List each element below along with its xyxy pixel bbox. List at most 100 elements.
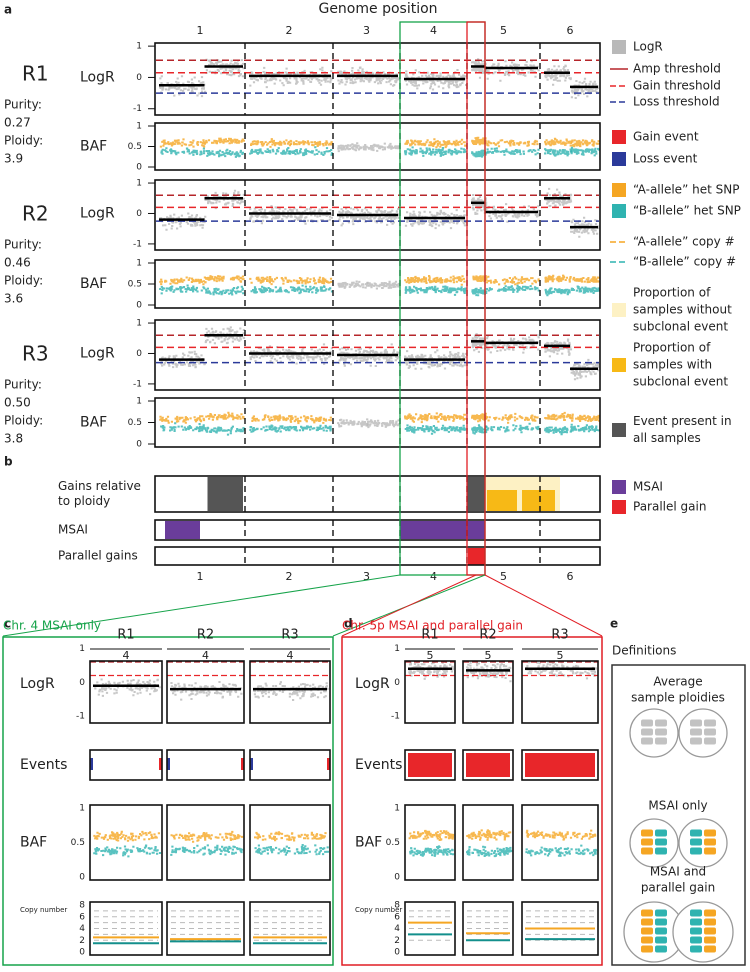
label: 0 xyxy=(79,948,85,958)
scatter-cloud xyxy=(472,275,488,283)
label: 3.6 xyxy=(4,292,23,306)
label: 8 xyxy=(394,901,400,911)
panel-frame xyxy=(154,519,601,541)
chromosome-icon xyxy=(704,847,716,855)
scatter-cloud xyxy=(289,424,332,432)
panel-frame xyxy=(521,804,599,881)
chromosome-icon xyxy=(690,838,702,846)
label: 0 xyxy=(394,948,400,958)
label: 6 xyxy=(567,570,574,583)
scatter-cloud xyxy=(466,829,512,841)
chromosome-icon xyxy=(690,737,702,745)
panel-frame xyxy=(166,660,245,724)
label: R2 xyxy=(197,628,214,643)
scatter-cloud xyxy=(404,146,435,157)
chromosome-icon xyxy=(655,728,667,736)
scatter-cloud xyxy=(570,77,600,99)
scatter-cloud xyxy=(434,285,467,296)
label: Proportion of xyxy=(633,341,711,355)
label: R2 xyxy=(22,202,49,226)
scatter-cloud xyxy=(471,136,487,146)
scatter-cloud xyxy=(366,206,400,226)
subclonal-with xyxy=(522,490,555,511)
chromosome-icon xyxy=(641,918,653,926)
scatter-cloud xyxy=(205,275,245,283)
chromosome-icon xyxy=(655,909,667,917)
label: Ploidy: xyxy=(4,414,43,428)
scatter-cloud xyxy=(289,343,333,365)
label: 0.5 xyxy=(71,838,85,848)
scatter-cloud xyxy=(544,426,572,436)
panel-frame xyxy=(521,660,599,724)
label: 0 xyxy=(136,209,142,219)
chromosome-icon xyxy=(704,719,716,727)
label: 0 xyxy=(136,73,142,83)
label: 1 xyxy=(136,319,142,329)
panel-frame xyxy=(89,901,163,956)
label: Gains relative xyxy=(58,479,141,493)
scatter-cloud xyxy=(471,287,488,297)
panel-frame xyxy=(154,122,601,171)
scatter-cloud xyxy=(160,147,206,156)
msai xyxy=(165,521,200,539)
ploidy-circle xyxy=(672,901,734,963)
label: BAF xyxy=(80,415,107,431)
scatter-cloud xyxy=(404,424,436,435)
label: Parallel gains xyxy=(58,549,138,563)
chromosome-icon xyxy=(704,838,716,846)
label: 0 xyxy=(136,301,142,311)
scatter-cloud xyxy=(366,419,401,429)
scatter-cloud xyxy=(544,411,572,421)
panel-frame xyxy=(154,179,601,251)
scatter-cloud xyxy=(471,194,488,215)
panel-frame xyxy=(154,319,601,391)
label: 1 xyxy=(394,804,400,814)
scatter-cloud xyxy=(486,60,540,82)
scatter-cloud xyxy=(486,147,540,156)
scatter-cloud xyxy=(93,844,162,858)
scatter-cloud xyxy=(466,845,513,858)
label: Parallel gain xyxy=(633,500,706,514)
chromosome-icon xyxy=(641,829,653,837)
panel-frame xyxy=(154,546,601,566)
label: 5 xyxy=(500,570,507,583)
label: 5 xyxy=(557,649,564,662)
subclonal-with xyxy=(487,490,517,511)
label: 1 xyxy=(197,24,204,37)
label: 3.9 xyxy=(4,152,23,166)
scatter-cloud xyxy=(404,413,436,424)
label: 1 xyxy=(79,804,85,814)
label: 0 xyxy=(394,873,400,883)
label: sample ploidies xyxy=(631,691,725,705)
scatter-cloud xyxy=(254,844,329,856)
label: Gain threshold xyxy=(633,79,721,93)
label: 0.5 xyxy=(128,142,142,152)
chromosome-icon xyxy=(690,829,702,837)
scatter-cloud xyxy=(93,830,160,842)
label: Copy number xyxy=(355,906,402,914)
label: 0 xyxy=(136,163,142,173)
chromosome-icon xyxy=(655,737,667,745)
panel-frame xyxy=(154,259,601,309)
scatter-cloud xyxy=(471,149,488,158)
scatter-cloud xyxy=(159,415,206,424)
chromosome-icon xyxy=(690,847,702,855)
zoom-line xyxy=(484,574,603,637)
label: 1 xyxy=(394,644,400,654)
scatter-cloud xyxy=(337,418,369,428)
scatter-cloud xyxy=(366,71,401,87)
label: 0.46 xyxy=(4,256,31,270)
scatter-cloud xyxy=(170,844,244,856)
label: Average xyxy=(653,675,702,689)
label: Purity: xyxy=(4,238,42,252)
zoom-line xyxy=(2,574,401,637)
label: “B-allele” copy # xyxy=(633,255,736,269)
label: 1 xyxy=(79,644,85,654)
label: Loss threshold xyxy=(633,95,720,109)
label: MSAI and xyxy=(650,865,706,879)
scatter-cloud xyxy=(170,830,244,843)
label: Amp threshold xyxy=(633,62,721,76)
panel-frame xyxy=(89,804,163,881)
chromosome-icon xyxy=(704,936,716,944)
